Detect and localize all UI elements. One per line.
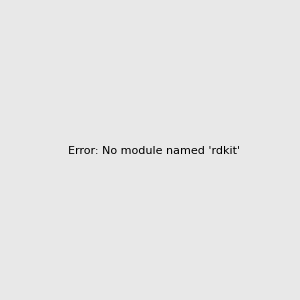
Text: Error: No module named 'rdkit': Error: No module named 'rdkit' (68, 146, 240, 157)
